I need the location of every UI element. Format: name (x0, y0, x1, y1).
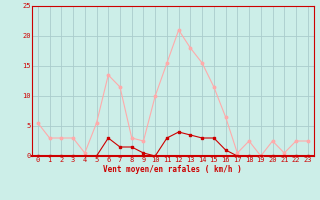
X-axis label: Vent moyen/en rafales ( km/h ): Vent moyen/en rafales ( km/h ) (103, 165, 242, 174)
